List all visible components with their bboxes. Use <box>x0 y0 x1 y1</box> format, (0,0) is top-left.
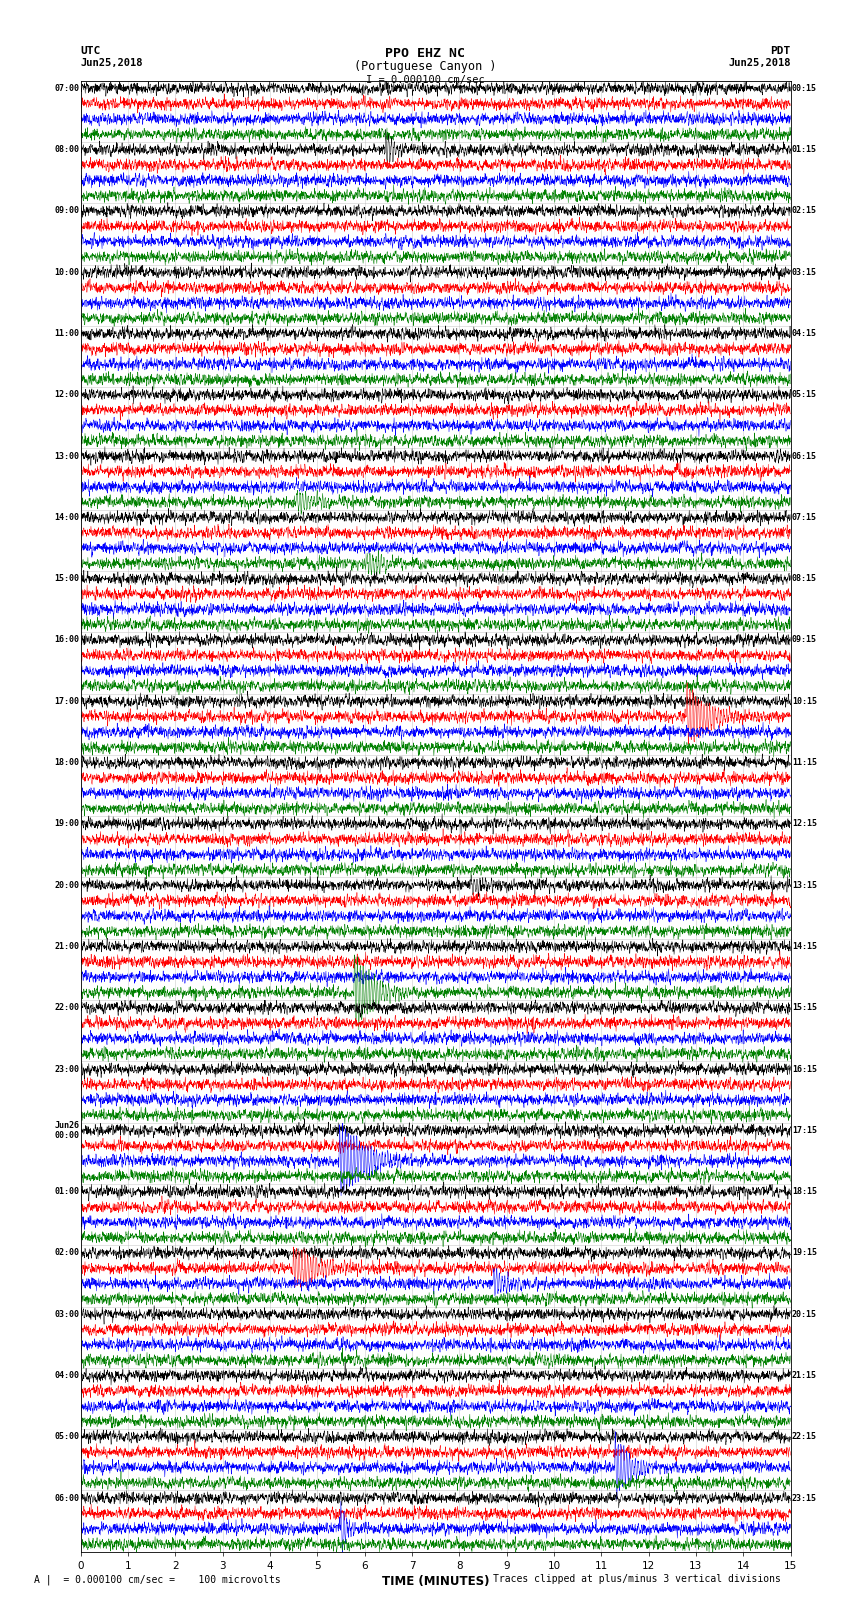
Text: 12:15: 12:15 <box>792 819 817 829</box>
Text: 03:00: 03:00 <box>54 1310 79 1319</box>
Text: Jun25,2018: Jun25,2018 <box>728 58 791 68</box>
Text: 20:15: 20:15 <box>792 1310 817 1319</box>
Text: 20:00: 20:00 <box>54 881 79 890</box>
Text: 23:15: 23:15 <box>792 1494 817 1503</box>
Text: Jun26
00:00: Jun26 00:00 <box>54 1121 79 1140</box>
Text: 18:15: 18:15 <box>792 1187 817 1197</box>
Text: 13:00: 13:00 <box>54 452 79 461</box>
Text: 14:15: 14:15 <box>792 942 817 952</box>
Text: 16:15: 16:15 <box>792 1065 817 1074</box>
Text: 11:15: 11:15 <box>792 758 817 768</box>
Text: 01:00: 01:00 <box>54 1187 79 1197</box>
Text: 18:00: 18:00 <box>54 758 79 768</box>
X-axis label: TIME (MINUTES): TIME (MINUTES) <box>382 1574 490 1587</box>
Text: 17:00: 17:00 <box>54 697 79 706</box>
Text: 08:00: 08:00 <box>54 145 79 155</box>
Text: 12:00: 12:00 <box>54 390 79 400</box>
Text: A |  = 0.000100 cm/sec =    100 microvolts: A | = 0.000100 cm/sec = 100 microvolts <box>34 1574 280 1586</box>
Text: 03:15: 03:15 <box>792 268 817 277</box>
Text: 09:00: 09:00 <box>54 206 79 216</box>
Text: 17:15: 17:15 <box>792 1126 817 1136</box>
Text: 02:00: 02:00 <box>54 1248 79 1258</box>
Text: 07:00: 07:00 <box>54 84 79 94</box>
Text: Traces clipped at plus/minus 3 vertical divisions: Traces clipped at plus/minus 3 vertical … <box>493 1574 781 1584</box>
Text: I = 0.000100 cm/sec: I = 0.000100 cm/sec <box>366 74 484 84</box>
Text: UTC: UTC <box>81 47 101 56</box>
Text: 14:00: 14:00 <box>54 513 79 523</box>
Text: 05:15: 05:15 <box>792 390 817 400</box>
Text: 23:00: 23:00 <box>54 1065 79 1074</box>
Text: 10:15: 10:15 <box>792 697 817 706</box>
Text: (Portuguese Canyon ): (Portuguese Canyon ) <box>354 60 496 73</box>
Text: 22:15: 22:15 <box>792 1432 817 1442</box>
Text: 22:00: 22:00 <box>54 1003 79 1013</box>
Text: 21:15: 21:15 <box>792 1371 817 1381</box>
Text: 00:15: 00:15 <box>792 84 817 94</box>
Text: 10:00: 10:00 <box>54 268 79 277</box>
Text: 06:15: 06:15 <box>792 452 817 461</box>
Text: 19:00: 19:00 <box>54 819 79 829</box>
Text: 07:15: 07:15 <box>792 513 817 523</box>
Text: PDT: PDT <box>770 47 790 56</box>
Text: 04:15: 04:15 <box>792 329 817 339</box>
Text: 09:15: 09:15 <box>792 636 817 645</box>
Text: 11:00: 11:00 <box>54 329 79 339</box>
Text: 06:00: 06:00 <box>54 1494 79 1503</box>
Text: Jun25,2018: Jun25,2018 <box>81 58 144 68</box>
Text: 05:00: 05:00 <box>54 1432 79 1442</box>
Text: 13:15: 13:15 <box>792 881 817 890</box>
Text: 16:00: 16:00 <box>54 636 79 645</box>
Text: 04:00: 04:00 <box>54 1371 79 1381</box>
Text: 15:00: 15:00 <box>54 574 79 584</box>
Text: 21:00: 21:00 <box>54 942 79 952</box>
Text: 02:15: 02:15 <box>792 206 817 216</box>
Text: 01:15: 01:15 <box>792 145 817 155</box>
Text: 08:15: 08:15 <box>792 574 817 584</box>
Text: 19:15: 19:15 <box>792 1248 817 1258</box>
Text: PPO EHZ NC: PPO EHZ NC <box>385 47 465 60</box>
Text: 15:15: 15:15 <box>792 1003 817 1013</box>
